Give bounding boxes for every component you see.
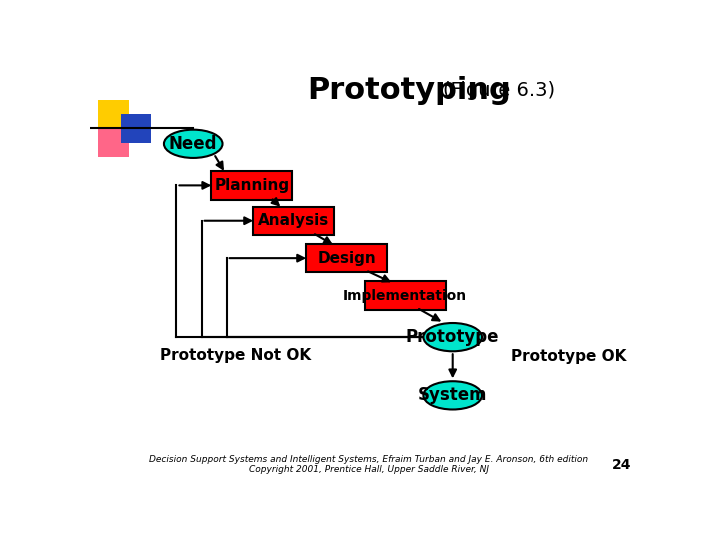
Text: Prototype Not OK: Prototype Not OK: [160, 348, 310, 363]
Text: Need: Need: [169, 135, 217, 153]
Text: System: System: [418, 386, 487, 404]
Text: Prototype: Prototype: [406, 328, 500, 346]
Text: Prototyping: Prototyping: [307, 76, 511, 105]
Ellipse shape: [164, 130, 222, 158]
Ellipse shape: [423, 323, 482, 352]
Text: Planning: Planning: [215, 178, 289, 193]
Text: Design: Design: [318, 251, 376, 266]
Ellipse shape: [423, 381, 482, 409]
FancyBboxPatch shape: [253, 207, 334, 235]
Text: Prototype OK: Prototype OK: [511, 349, 626, 364]
FancyBboxPatch shape: [121, 114, 151, 143]
Text: (Figure 6.3): (Figure 6.3): [443, 81, 555, 100]
Text: Implementation: Implementation: [343, 288, 467, 302]
FancyBboxPatch shape: [306, 244, 387, 272]
FancyBboxPatch shape: [212, 171, 292, 199]
Text: Decision Support Systems and Intelligent Systems, Efraim Turban and Jay E. Arons: Decision Support Systems and Intelligent…: [150, 455, 588, 475]
FancyBboxPatch shape: [99, 129, 129, 157]
FancyBboxPatch shape: [99, 100, 129, 128]
Text: Analysis: Analysis: [258, 213, 329, 228]
Text: 24: 24: [612, 458, 631, 472]
FancyBboxPatch shape: [365, 281, 446, 310]
